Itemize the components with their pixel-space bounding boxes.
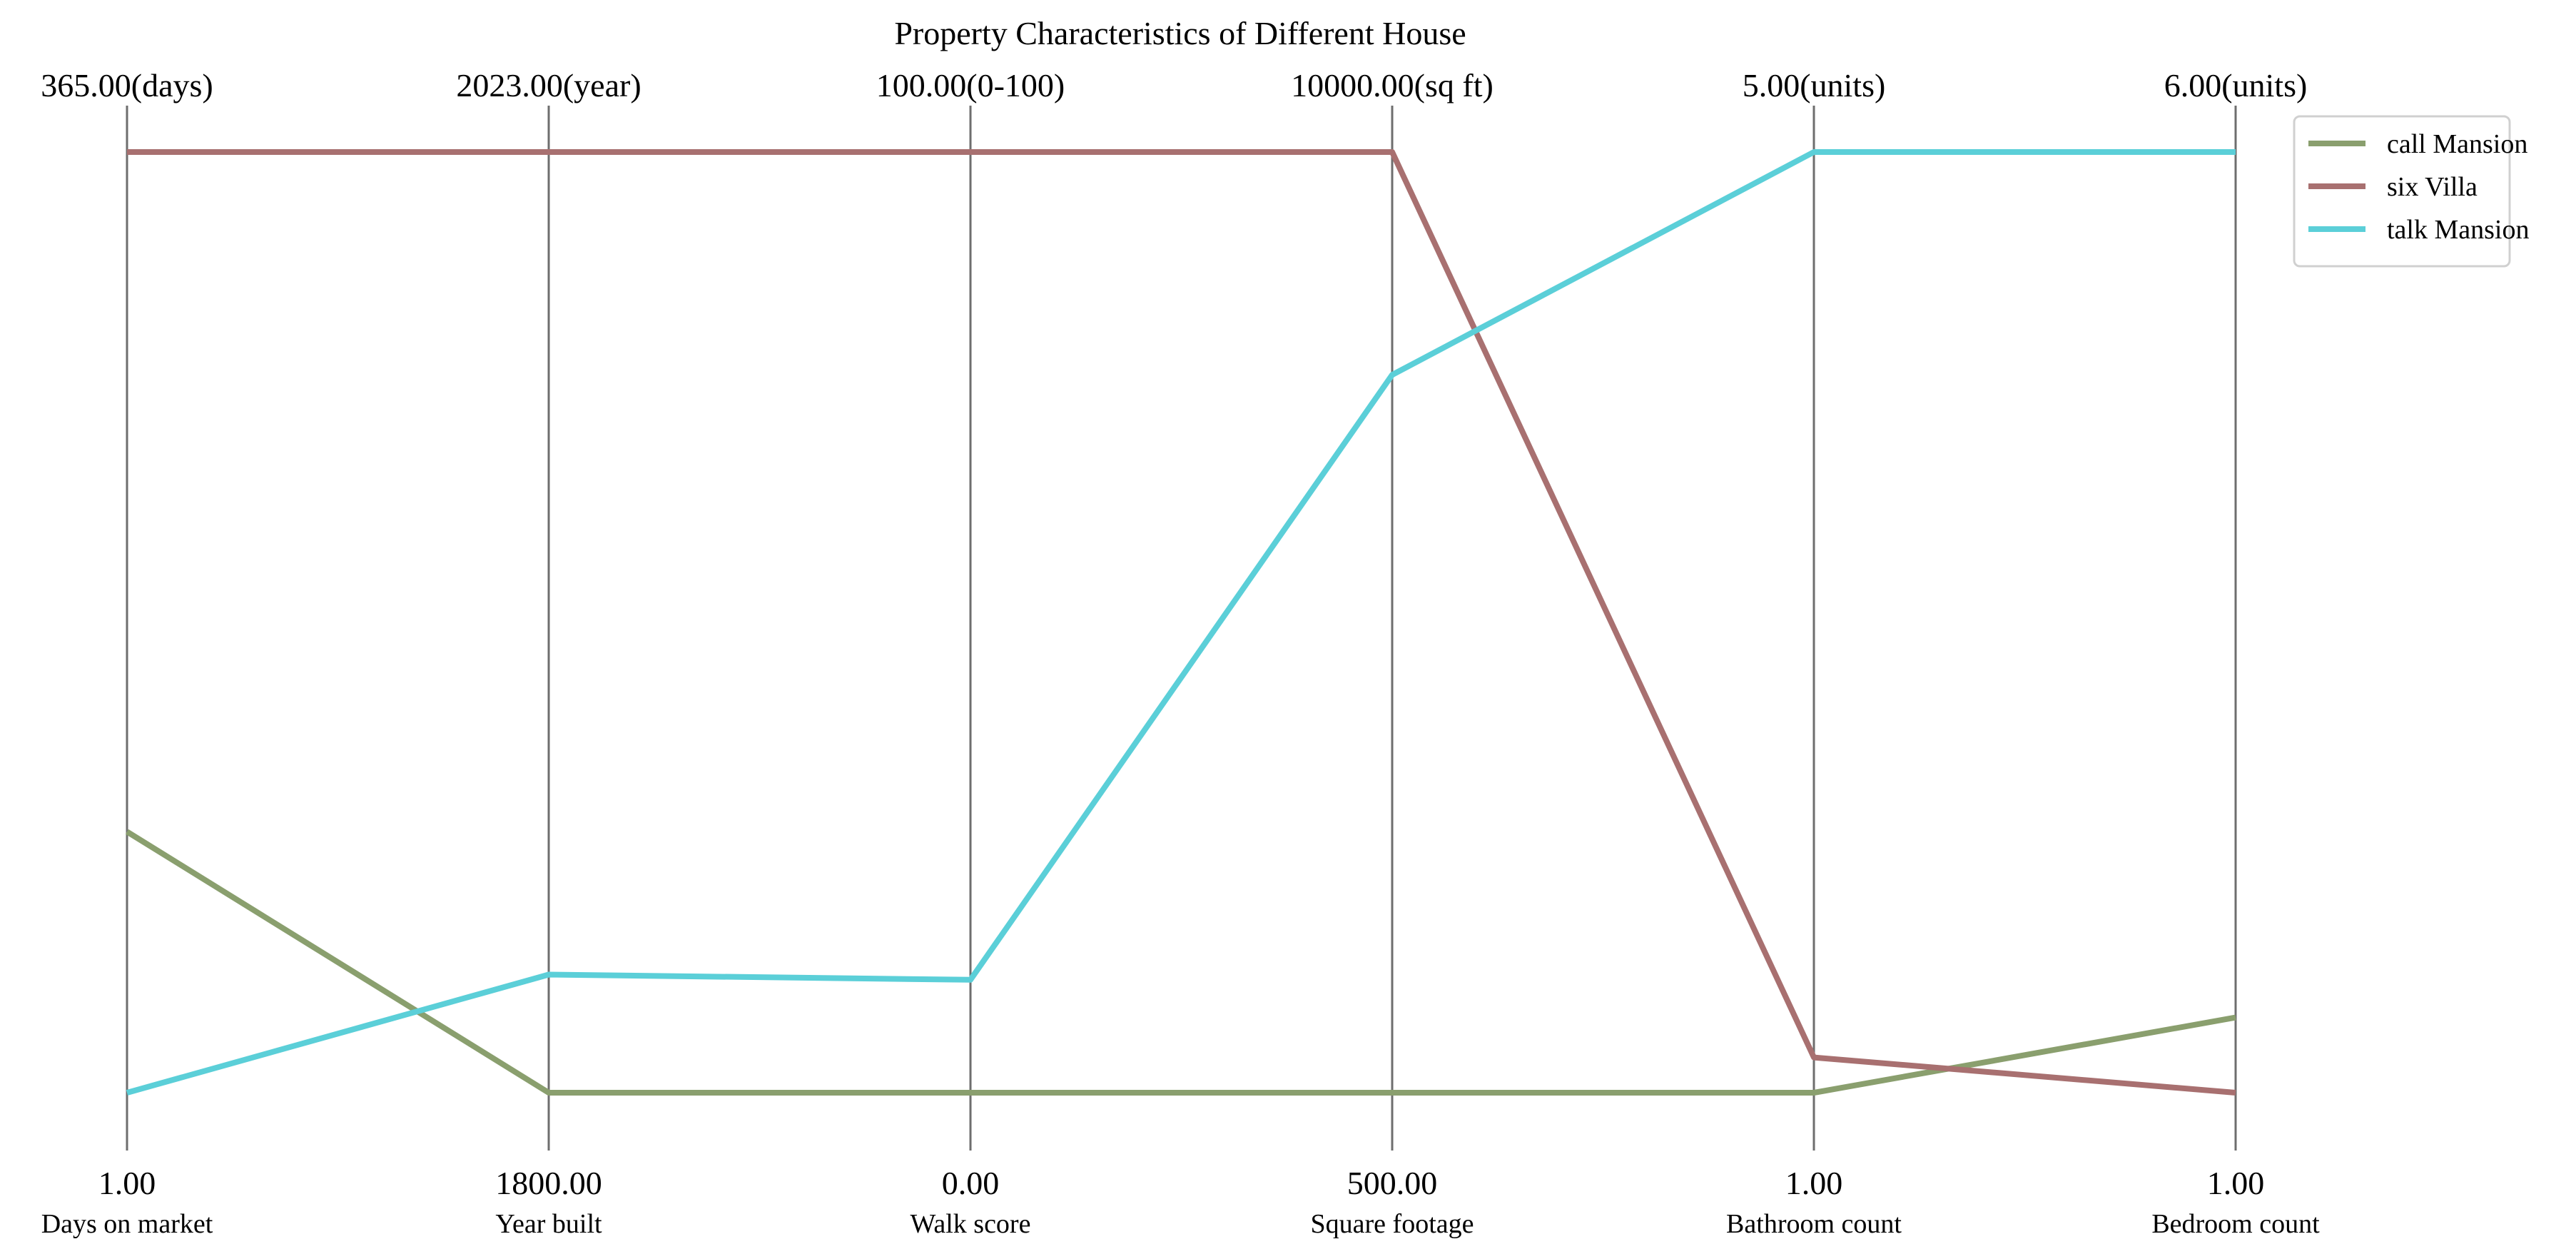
legend-label-talk-mansion: talk Mansion [2387, 215, 2529, 245]
axis-min-label-bathroom-count: 1.00 [1785, 1165, 1843, 1201]
axis-max-label-days-on-market: 365.00(days) [41, 67, 213, 103]
legend-label-six-villa: six Villa [2387, 172, 2478, 202]
axis-title-days-on-market: Days on market [41, 1209, 213, 1239]
axis-max-label-bedroom-count: 6.00(units) [2164, 67, 2308, 103]
axis-min-label-days-on-market: 1.00 [98, 1165, 156, 1201]
axis-max-label-bathroom-count: 5.00(units) [1743, 67, 1886, 103]
axis-title-square-footage: Square footage [1311, 1209, 1474, 1239]
axis-max-label-year-built: 2023.00(year) [456, 67, 641, 103]
axis-title-year-built: Year built [495, 1209, 602, 1239]
axis-min-label-bedroom-count: 1.00 [2207, 1165, 2265, 1201]
legend-label-call-mansion: call Mansion [2387, 129, 2527, 159]
axis-title-bathroom-count: Bathroom count [1726, 1209, 1902, 1239]
axis-min-label-year-built: 1800.00 [495, 1165, 602, 1201]
axis-title-bedroom-count: Bedroom count [2151, 1209, 2320, 1239]
chart-title: Property Characteristics of Different Ho… [894, 15, 1466, 51]
axis-max-label-square-footage: 10000.00(sq ft) [1291, 67, 1494, 103]
series-line-talk-mansion [126, 149, 2236, 1096]
series-line-six-villa [127, 149, 2236, 1096]
axis-min-label-walk-score: 0.00 [942, 1165, 1000, 1201]
axis-min-label-square-footage: 500.00 [1347, 1165, 1438, 1201]
axis-max-label-walk-score: 100.00(0-100) [876, 67, 1065, 103]
series-line-call-mansion [125, 829, 2236, 1096]
axis-title-walk-score: Walk score [911, 1209, 1031, 1239]
legend: call Mansion six Villa talk Mansion [2293, 115, 2529, 268]
